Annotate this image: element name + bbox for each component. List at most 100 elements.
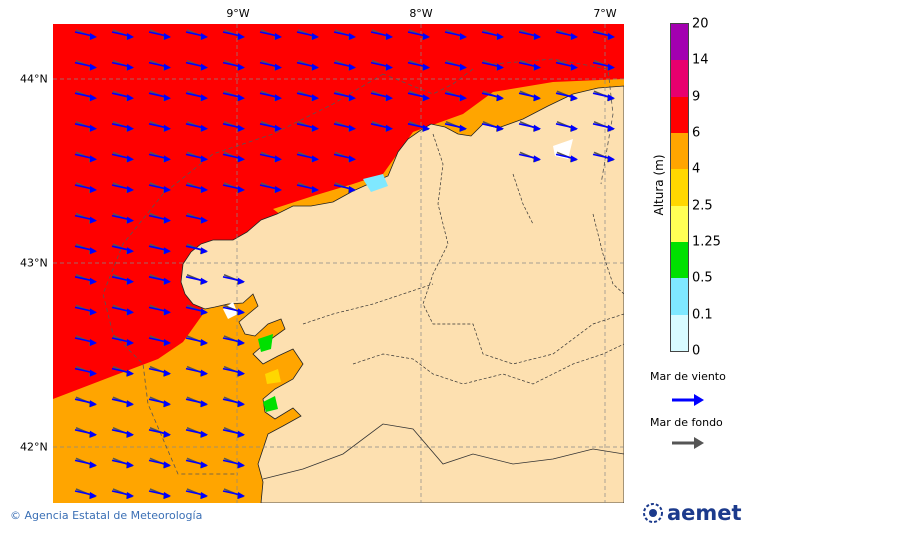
wind-sea-arrow	[333, 153, 356, 163]
wind-sea-arrow	[185, 184, 208, 193]
wind-sea-arrow	[222, 92, 245, 102]
wind-sea-arrow	[444, 31, 467, 40]
wind-sea-arrow	[74, 245, 97, 255]
wind-sea-arrow	[148, 245, 171, 255]
wind-sea-arrow	[407, 123, 430, 132]
wind-sea-arrow	[370, 123, 393, 132]
wind-sea-arrow	[111, 61, 134, 71]
wind-sea-arrow	[444, 123, 467, 132]
wind-sea-arrow	[185, 490, 208, 499]
wind-sea-arrow	[148, 214, 171, 224]
wave-direction-arrows	[74, 29, 615, 499]
wind-sea-arrow	[185, 31, 208, 40]
wind-sea-arrow	[111, 367, 134, 377]
lon-tick: 7°W	[593, 7, 617, 20]
wind-sea-arrow	[185, 214, 208, 224]
colorbar-level-label: 0.1	[692, 307, 713, 323]
wind-sea-arrow	[148, 398, 171, 408]
colorbar-segment	[671, 24, 688, 61]
aemet-emblem-icon	[643, 503, 663, 523]
swell-arrow-icon	[672, 437, 704, 449]
wind-sea-arrow	[370, 61, 393, 71]
wind-sea-arrow	[74, 490, 97, 499]
colorbar-level-label: 0	[692, 343, 701, 359]
graticule	[53, 24, 624, 503]
wind-sea-arrow	[444, 61, 467, 71]
wind-sea-arrow	[148, 429, 171, 438]
wind-sea-arrow	[222, 31, 245, 40]
wind-sea-arrow	[555, 123, 578, 132]
estuary-patch	[223, 302, 238, 319]
wind-sea-arrow	[111, 398, 134, 408]
wind-sea-arrow	[333, 123, 356, 132]
colorbar-level-label: 2.5	[692, 198, 713, 214]
wind-sea-arrow	[481, 31, 504, 40]
wind-sea-arrow	[259, 61, 282, 71]
wind-sea-arrow	[185, 398, 208, 408]
colorbar-unit-label: Altura (m)	[652, 154, 666, 216]
swell-legend-label: Mar de fondo	[650, 416, 723, 429]
wind-sea-arrow	[592, 31, 615, 40]
wind-sea-arrow	[259, 153, 282, 163]
wind-sea-arrow	[518, 92, 541, 102]
wind-sea-arrow	[592, 153, 615, 163]
map-canvas	[53, 24, 624, 503]
wind-sea-arrow	[333, 31, 356, 40]
wind-sea-arrow	[518, 31, 541, 40]
wind-sea-arrow	[592, 123, 615, 132]
wind-sea-arrow	[296, 61, 319, 71]
wind-sea-arrow	[74, 214, 97, 224]
wind-sea-arrow	[74, 123, 97, 132]
wind-sea-arrow	[111, 459, 134, 469]
wind-sea-arrow	[148, 123, 171, 132]
wind-sea-arrow	[74, 153, 97, 163]
wind-sea-arrow	[296, 184, 319, 193]
estuary-patch	[258, 334, 273, 352]
wind-sea-arrow	[259, 31, 282, 40]
wind-sea-arrow	[222, 61, 245, 71]
colorbar-segment	[671, 205, 688, 243]
wind-sea-arrow	[592, 92, 615, 102]
wind-sea-arrow	[148, 276, 171, 285]
wind-sea-arrow	[74, 429, 97, 438]
wind-sea-arrow	[296, 123, 319, 132]
estuary-patch	[553, 139, 573, 159]
border-line	[262, 423, 624, 480]
wind-sea-arrow	[74, 276, 97, 285]
wind-sea-arrow	[111, 31, 134, 40]
wind-sea-arrow	[222, 276, 245, 285]
wind-sea-arrow	[555, 31, 578, 40]
wind-sea-arrow	[111, 429, 134, 438]
colorbar-level-label: 20	[692, 16, 709, 32]
wind-sea-arrow	[148, 92, 171, 102]
wind-sea-arrow	[222, 337, 245, 346]
wind-sea-arrow	[185, 337, 208, 346]
wind-sea-arrow-icon	[672, 394, 704, 406]
wind-sea-arrow	[185, 429, 208, 438]
wind-sea-arrow	[222, 306, 245, 316]
wind-sea-arrow	[222, 398, 245, 408]
wind-sea-arrow	[148, 337, 171, 346]
colorbar-segment	[671, 133, 688, 170]
wind-sea-arrow	[481, 123, 504, 132]
wind-sea-arrow	[407, 61, 430, 71]
wind-sea-arrow	[111, 306, 134, 316]
lon-tick: 9°W	[226, 7, 250, 20]
wind-sea-arrow	[296, 92, 319, 102]
wind-sea-arrow	[259, 184, 282, 193]
wind-sea-arrow	[296, 153, 319, 163]
wind-sea-arrow	[148, 306, 171, 316]
colorbar-segment	[671, 242, 688, 279]
wind-sea-arrow	[148, 459, 171, 469]
wind-sea-arrow	[222, 459, 245, 469]
colorbar-level-label: 9	[692, 89, 701, 105]
lat-tick: 42°N	[20, 440, 48, 454]
wind-sea-arrow	[111, 92, 134, 102]
wind-sea-arrow	[111, 153, 134, 163]
wind-sea-legend-label: Mar de viento	[650, 370, 726, 383]
wind-sea-arrow	[185, 459, 208, 469]
wind-sea-arrow	[222, 490, 245, 499]
wind-sea-arrow	[111, 214, 134, 224]
wind-sea-arrow	[518, 61, 541, 71]
estuary-patch	[363, 174, 388, 192]
